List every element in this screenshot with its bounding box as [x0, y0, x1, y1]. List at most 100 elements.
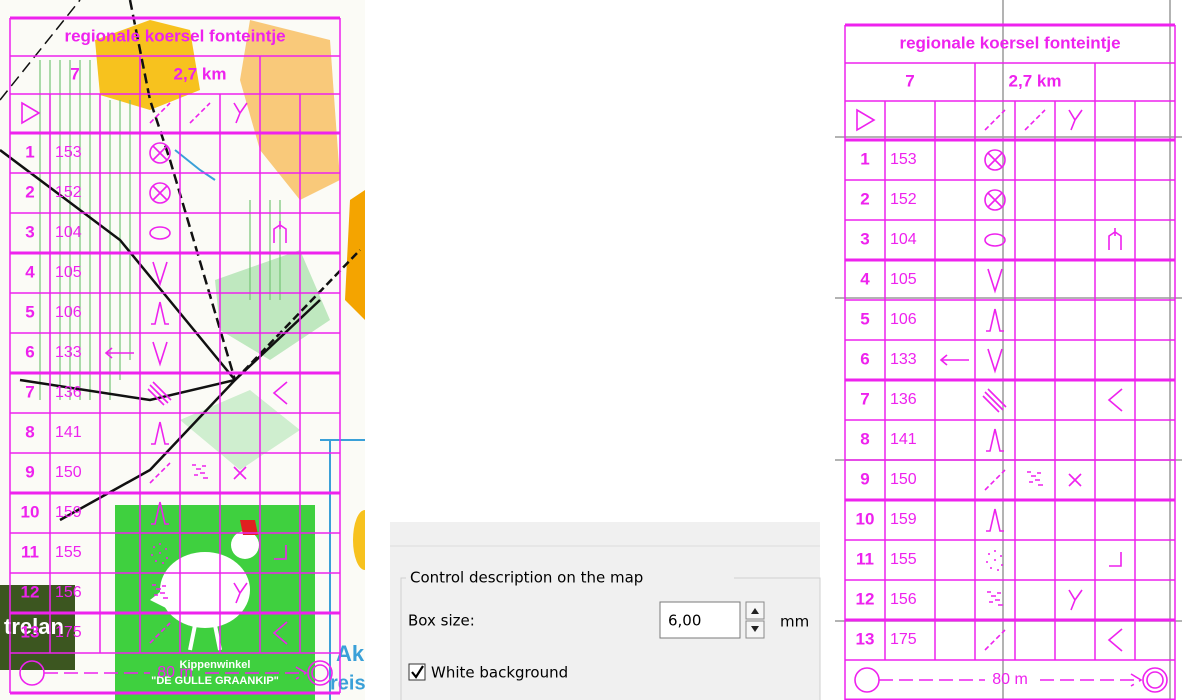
symbol [1027, 471, 1043, 486]
symbol [162, 562, 164, 564]
symbol [997, 569, 999, 571]
control-code: 136 [55, 384, 82, 401]
map-open-area [95, 20, 200, 110]
finish-symbol [1142, 667, 1168, 693]
box-size-input[interactable] [659, 601, 741, 639]
symbol [1107, 628, 1123, 652]
course-length: 2,7 km [1009, 71, 1062, 90]
spin-down-arrow [751, 626, 759, 632]
control-number: 9 [25, 462, 34, 481]
symbol [166, 557, 168, 559]
control-number: 7 [25, 382, 34, 401]
control-code: 156 [55, 584, 82, 601]
control-code: 133 [890, 351, 917, 368]
symbol [272, 381, 288, 405]
control-code: 159 [55, 504, 82, 521]
symbol [159, 543, 161, 545]
control-number: 2 [860, 189, 869, 208]
course-name: 7 [905, 71, 914, 90]
symbol [939, 354, 969, 366]
control-number: 2 [25, 182, 34, 201]
symbol [152, 261, 168, 287]
finish-symbol [44, 666, 308, 680]
spin-up-arrow [751, 608, 759, 614]
symbol [233, 102, 248, 124]
finish-symbol [307, 660, 333, 686]
checkbox-label[interactable]: White background [431, 664, 568, 682]
control-code: 105 [890, 271, 917, 288]
control-number: 12 [856, 589, 875, 608]
symbol [233, 582, 248, 604]
map-rough [240, 20, 340, 200]
symbol [149, 142, 171, 164]
symbol [153, 546, 155, 548]
symbol [104, 347, 134, 359]
symbol [987, 268, 1003, 294]
control-code: 175 [890, 631, 917, 648]
finish-distance: 80 m [157, 664, 193, 681]
control-number: 1 [860, 149, 869, 168]
symbol [149, 622, 171, 644]
symbol [165, 548, 167, 550]
control-number: 3 [25, 222, 34, 241]
control-description: regionale koersel fonteintje 7 2,7 km 1 153 2… [844, 23, 1176, 700]
group-legend-bg [406, 568, 734, 588]
control-code: 153 [55, 144, 82, 161]
symbol [984, 109, 1006, 131]
control-code: 153 [890, 151, 917, 168]
spinner[interactable] [745, 601, 765, 639]
preview-panel: regionale koersel fonteintje 7 2,7 km 1 153 2… [835, 0, 1182, 700]
symbol [988, 553, 990, 555]
symbol [147, 381, 172, 406]
symbol [1068, 473, 1082, 487]
map-water [174, 149, 365, 700]
symbol [990, 567, 992, 569]
symbol [987, 591, 1003, 606]
symbol [151, 301, 169, 325]
control-code: 175 [55, 624, 82, 641]
symbol [152, 341, 168, 367]
symbol [984, 189, 1006, 211]
symbol [1108, 228, 1122, 250]
sign-subtitle: "DE GULLE GRAANKIP" [151, 675, 279, 687]
control-number: 12 [21, 582, 40, 601]
control-number: 11 [856, 549, 874, 568]
map-label: trelan [4, 614, 64, 639]
course-length: 2,7 km [174, 64, 227, 83]
description-title: regionale koersel fonteintje [899, 33, 1120, 52]
control-code: 106 [55, 304, 82, 321]
symbol [987, 152, 1003, 168]
control-code: 105 [55, 264, 82, 281]
symbol [986, 308, 1004, 332]
control-code: 152 [55, 184, 82, 201]
symbol [274, 545, 287, 560]
map-vegetation [180, 390, 300, 470]
symbol [994, 550, 996, 552]
control-number: 11 [21, 542, 39, 561]
symbol [1024, 109, 1046, 131]
symbol [984, 233, 1006, 247]
finish-symbol [854, 667, 880, 693]
control-number: 8 [860, 429, 869, 448]
symbol [273, 221, 287, 243]
control-number: 10 [21, 502, 40, 521]
box-size-value: 6,00 [668, 612, 701, 630]
symbol [1109, 552, 1122, 567]
field-label: Box size: [408, 612, 475, 630]
symbol [984, 629, 1006, 651]
symbol [233, 466, 247, 480]
finish-symbol [879, 673, 1143, 687]
control-code: 150 [890, 471, 917, 488]
group-label: Control description on the map [410, 569, 643, 587]
description-title: regionale koersel fonteintje [64, 26, 285, 45]
finish-symbol [311, 664, 329, 682]
control-number: 7 [860, 389, 869, 408]
symbol [149, 102, 171, 124]
control-number: 5 [860, 309, 869, 328]
control-number: 10 [856, 509, 875, 528]
control-number: 13 [21, 622, 40, 641]
map-paths [0, 0, 361, 522]
symbol [984, 149, 1006, 171]
control-number: 4 [860, 269, 870, 288]
